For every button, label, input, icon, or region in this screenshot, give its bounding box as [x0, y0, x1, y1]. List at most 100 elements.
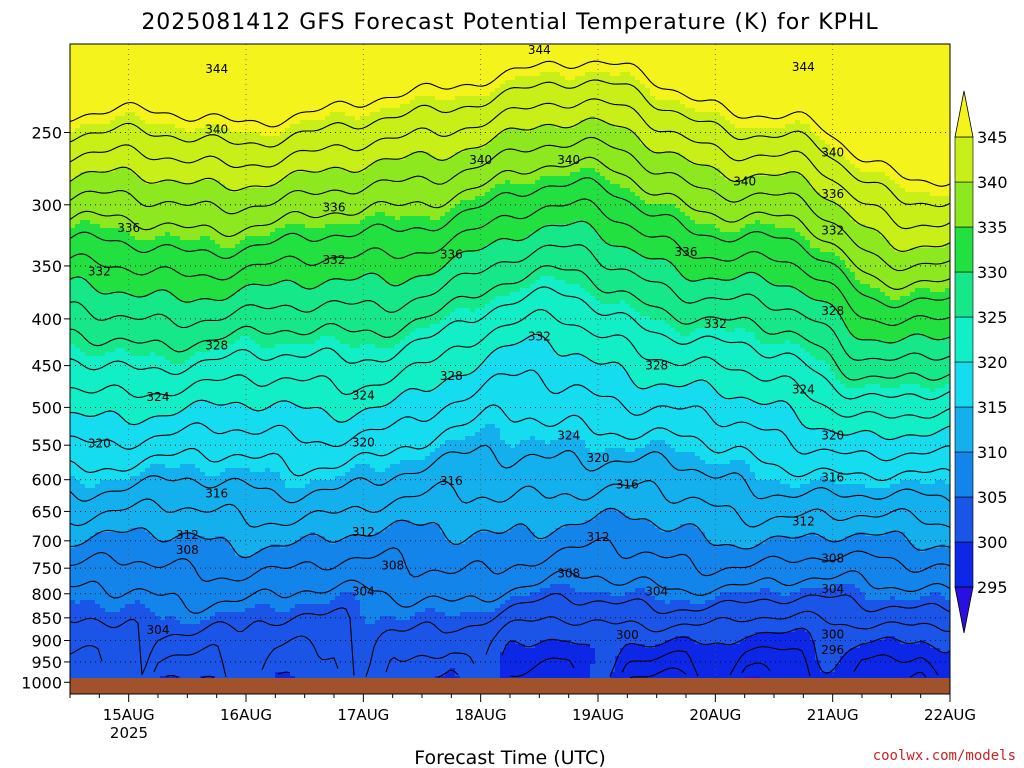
theta-cell	[205, 56, 211, 61]
theta-cell	[195, 624, 201, 629]
theta-cell	[200, 184, 206, 189]
theta-cell	[155, 652, 161, 657]
theta-cell	[155, 120, 161, 125]
theta-cell	[145, 324, 151, 329]
theta-cell	[75, 500, 81, 505]
theta-cell	[105, 304, 111, 309]
theta-cell	[80, 512, 86, 517]
theta-cell	[190, 604, 196, 609]
theta-cell	[195, 220, 201, 225]
theta-cell	[70, 100, 76, 105]
theta-cell	[115, 200, 121, 205]
theta-cell	[195, 604, 201, 609]
theta-cell	[200, 152, 206, 157]
theta-cell	[95, 384, 101, 389]
theta-cell	[70, 516, 76, 521]
theta-cell	[75, 432, 81, 437]
theta-cell	[170, 256, 176, 261]
theta-cell	[135, 400, 141, 405]
theta-cell	[170, 152, 176, 157]
theta-cell	[150, 320, 156, 325]
theta-cell	[210, 48, 216, 53]
theta-cell	[135, 384, 141, 389]
theta-cell	[95, 632, 101, 637]
theta-cell	[145, 216, 151, 221]
theta-cell	[155, 216, 161, 221]
theta-cell	[85, 180, 91, 185]
theta-cell	[205, 520, 211, 525]
theta-cell	[200, 232, 206, 237]
theta-cell	[160, 584, 166, 589]
theta-cell	[160, 144, 166, 149]
theta-cell	[110, 176, 116, 181]
theta-cell	[85, 96, 91, 101]
theta-cell	[220, 412, 226, 417]
theta-cell	[75, 428, 81, 433]
theta-cell	[135, 380, 141, 385]
theta-cell	[75, 556, 81, 561]
theta-cell	[70, 228, 76, 233]
theta-cell	[125, 536, 131, 541]
theta-cell	[225, 104, 231, 109]
theta-cell	[210, 188, 216, 193]
theta-cell	[145, 144, 151, 149]
theta-cell	[135, 312, 141, 317]
theta-cell	[210, 136, 216, 141]
theta-cell	[145, 480, 151, 485]
theta-cell	[115, 644, 121, 649]
theta-cell	[135, 504, 141, 509]
theta-cell	[110, 184, 116, 189]
theta-cell	[105, 420, 111, 425]
theta-cell	[160, 528, 166, 533]
theta-cell	[110, 68, 116, 73]
theta-cell	[150, 356, 156, 361]
theta-cell	[170, 72, 176, 77]
theta-cell	[180, 568, 186, 573]
theta-cell	[130, 592, 136, 597]
theta-cell	[110, 628, 116, 633]
theta-cell	[100, 368, 106, 373]
theta-cell	[95, 668, 101, 673]
theta-cell	[160, 280, 166, 285]
theta-cell	[75, 268, 81, 273]
theta-cell	[110, 364, 116, 369]
theta-cell	[160, 560, 166, 565]
theta-cell	[205, 368, 211, 373]
theta-cell	[200, 192, 206, 197]
theta-cell	[150, 528, 156, 533]
theta-cell	[175, 500, 181, 505]
theta-cell	[120, 372, 126, 377]
theta-cell	[105, 52, 111, 57]
theta-cell	[85, 200, 91, 205]
theta-cell	[205, 196, 211, 201]
theta-cell	[150, 520, 156, 525]
theta-cell	[95, 60, 101, 65]
theta-cell	[140, 184, 146, 189]
theta-cell	[220, 44, 226, 49]
theta-cell	[150, 536, 156, 541]
theta-cell	[80, 652, 86, 657]
theta-cell	[70, 88, 76, 93]
theta-cell	[155, 588, 161, 593]
theta-cell	[70, 152, 76, 157]
theta-cell	[125, 412, 131, 417]
theta-cell	[75, 572, 81, 577]
theta-cell	[85, 420, 91, 425]
theta-cell	[105, 188, 111, 193]
theta-cell	[95, 252, 101, 257]
theta-cell	[70, 512, 76, 517]
theta-cell	[180, 620, 186, 625]
theta-cell	[180, 356, 186, 361]
theta-cell	[100, 456, 106, 461]
theta-cell	[115, 248, 121, 253]
theta-cell	[130, 372, 136, 377]
theta-cell	[160, 184, 166, 189]
theta-cell	[185, 408, 191, 413]
theta-cell	[205, 148, 211, 153]
theta-cell	[75, 200, 81, 205]
theta-cell	[90, 88, 96, 93]
theta-cell	[190, 656, 196, 661]
theta-cell	[195, 76, 201, 81]
theta-cell	[125, 460, 131, 465]
theta-cell	[205, 480, 211, 485]
